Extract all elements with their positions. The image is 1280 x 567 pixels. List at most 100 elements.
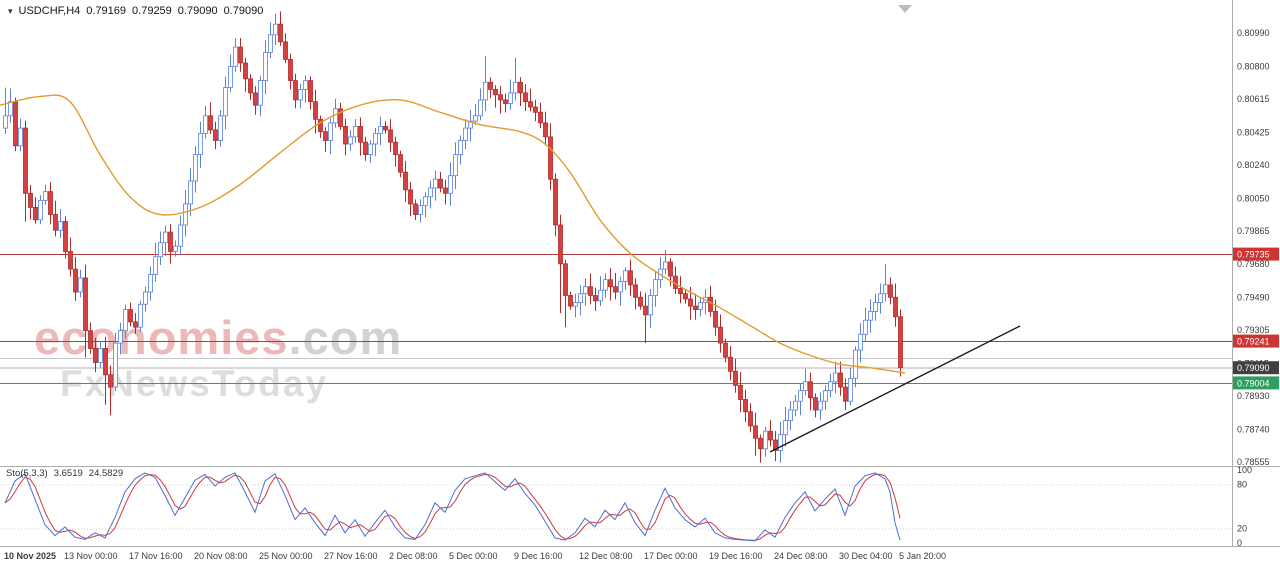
candle-body [718, 326, 723, 344]
candle-body [583, 286, 588, 295]
candle-body [613, 286, 618, 293]
candle-body [38, 199, 43, 221]
main-chart-area[interactable] [0, 0, 1232, 466]
candle-body [23, 127, 28, 194]
candle-body [18, 127, 23, 147]
candle-body [98, 347, 103, 363]
candle-body [598, 289, 603, 302]
candle-body [838, 372, 843, 388]
time-axis-label: 17 Dec 00:00 [644, 551, 698, 561]
time-axis[interactable] [0, 547, 1280, 567]
time-axis-label: 13 Nov 00:00 [64, 551, 118, 561]
candle-body [308, 80, 313, 103]
candle-body [328, 122, 333, 141]
candle-body [538, 111, 543, 124]
candle-body [503, 99, 508, 104]
candle-body [663, 261, 668, 270]
price-tick-label: 0.80050 [1237, 194, 1270, 204]
candle-body [783, 420, 788, 436]
candle-body [513, 81, 518, 94]
candle-body [193, 154, 198, 182]
symbol-dropdown-icon[interactable]: ▾ [8, 5, 13, 16]
candle-body [93, 347, 98, 363]
resistance-line-lower-price-tag [1233, 334, 1279, 348]
candle-body [348, 136, 353, 145]
candle-body [858, 333, 863, 351]
candle-body [103, 347, 108, 376]
candle-body [448, 175, 453, 194]
trendline[interactable] [769, 325, 1021, 453]
candle-body [413, 203, 418, 215]
price-tick-label: 0.79865 [1237, 226, 1270, 236]
candle-body [168, 231, 173, 252]
candle-body [773, 439, 778, 451]
candle-body [618, 280, 623, 293]
candle-body [258, 80, 263, 106]
support-line-price-tag-text: 0.79004 [1237, 378, 1270, 388]
candle-body [83, 277, 88, 332]
candle-body [678, 288, 683, 295]
candle-body [248, 78, 253, 94]
candle-body [813, 397, 818, 411]
ohlc-low: 0.79090 [177, 5, 218, 17]
candle-body [113, 342, 118, 388]
candle-body [208, 115, 213, 131]
candle-body [408, 189, 413, 205]
candle-body [888, 284, 893, 298]
symbol-timeframe-label: USDCHF,H4 [18, 5, 81, 17]
candle-body [418, 205, 423, 215]
stochastic-name: Sto(5,3,3) [6, 468, 48, 479]
candle-body [378, 126, 383, 134]
candle-body [283, 41, 288, 60]
candle-body [743, 399, 748, 413]
candle-body [323, 131, 328, 141]
candle-body [108, 374, 113, 388]
candle-body [753, 425, 758, 439]
candle-body [143, 291, 148, 305]
candle-body [638, 296, 643, 307]
candle-body [508, 92, 513, 104]
price-tick-label: 0.80240 [1237, 160, 1270, 170]
candle-body [563, 263, 568, 296]
candle-body [778, 434, 783, 451]
candle-body [748, 411, 753, 427]
stochastic-tick-label: 0 [1237, 538, 1242, 548]
time-axis-label: 30 Dec 04:00 [839, 551, 893, 561]
ohlc-open: 0.79169 [86, 5, 127, 17]
stochastic-main-line [4, 472, 901, 542]
candle-body [53, 214, 58, 231]
time-axis-label: 25 Nov 00:00 [259, 551, 313, 561]
candle-body [633, 284, 638, 298]
candle-body [118, 330, 123, 344]
candle-body [653, 279, 658, 296]
candle-body [733, 370, 738, 386]
candle-body [288, 59, 293, 82]
candle-body [483, 81, 488, 101]
candle-body [693, 305, 698, 311]
candle-body [148, 273, 153, 293]
candle-body [543, 122, 548, 138]
candle-body [173, 245, 178, 252]
candle-body [523, 92, 528, 103]
time-axis-label: 17 Nov 16:00 [129, 551, 183, 561]
time-axis-label: 5 Jan 20:00 [899, 551, 946, 561]
price-tick-label: 0.78930 [1237, 391, 1270, 401]
chart-shift-marker-icon[interactable] [898, 5, 912, 13]
candle-body [368, 143, 373, 155]
candle-body [593, 295, 598, 302]
candle-body [373, 132, 378, 145]
candle-body [133, 321, 138, 328]
candle-body [183, 203, 188, 226]
candle-body [853, 349, 858, 379]
candle-body [298, 89, 303, 101]
candle-body [738, 384, 743, 400]
watermark-domain: .com [289, 311, 403, 364]
candle-body [828, 381, 833, 391]
candle-body [223, 87, 228, 117]
candle-body [213, 129, 218, 141]
candle-body [883, 284, 888, 295]
candle-body [188, 180, 193, 205]
time-axis-label: 19 Dec 16:00 [709, 551, 763, 561]
candle-body [488, 81, 493, 90]
